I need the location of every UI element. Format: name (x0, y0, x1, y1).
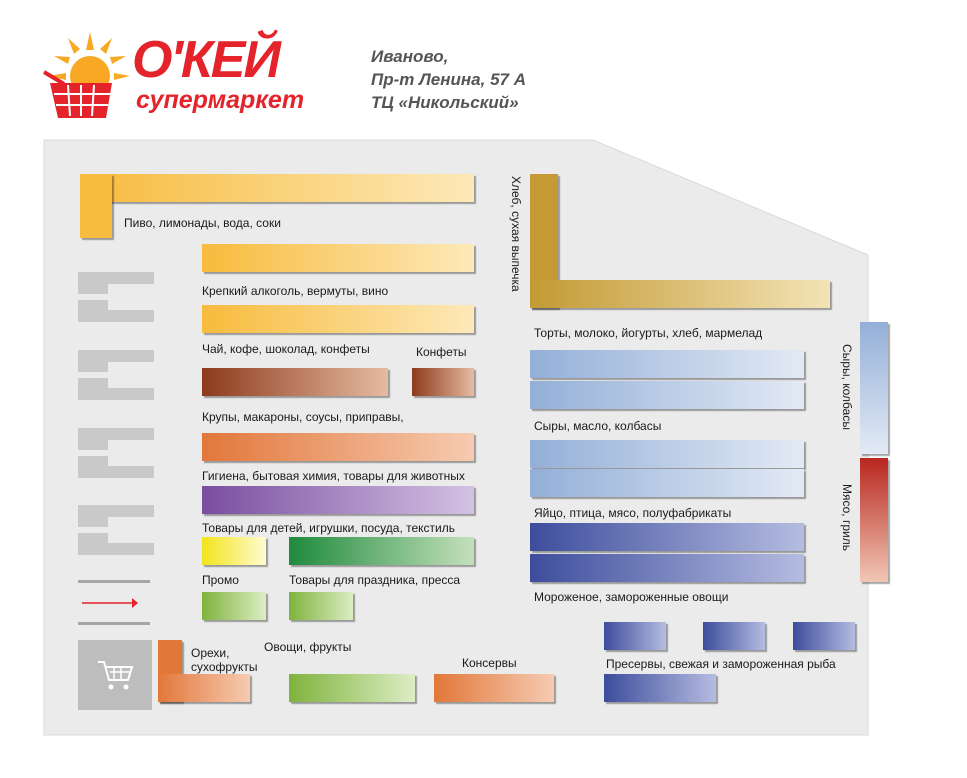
label-fish: Пресервы, свежая и замороженная рыба (606, 657, 836, 671)
label-nuts: Орехи, (191, 646, 230, 660)
label-nuts-2: сухофрукты (191, 660, 258, 674)
cart-area (78, 640, 152, 710)
label-bread: Хлеб, сухая выпечка (509, 176, 523, 292)
label-holiday: Товары для праздника, пресса (289, 573, 461, 587)
address-line-3: ТЦ «Никольский» (371, 93, 519, 112)
shelf-meat-grill (860, 458, 888, 582)
shelf-kids (202, 486, 474, 514)
shelf-strong-alcohol (202, 244, 474, 272)
shelf-promo-veg (202, 592, 266, 620)
shelf-holiday (289, 537, 474, 565)
shelf-frozen-2 (530, 554, 804, 582)
shelf-cheese-sausage (860, 322, 888, 454)
label-meat-grill: Мясо, гриль (840, 484, 854, 551)
shopping-cart-icon (98, 661, 134, 690)
shelf-vegetables (289, 674, 415, 702)
label-vegetables: Овощи, фрукты (264, 640, 352, 654)
label-beer: Пиво, лимонады, вода, соки (124, 216, 281, 230)
shelf-eggs-1 (530, 440, 804, 468)
label-cheese-sausage: Сыры, колбасы (840, 344, 854, 430)
label-frozen: Мороженое, замороженные овощи (534, 590, 729, 604)
label-groceries: Крупы, макароны, соусы, приправы, (202, 410, 404, 424)
entrance-arrow-icon (82, 598, 138, 608)
shelf-tea-coffee (202, 305, 474, 333)
logo-subtitle: супермаркет (136, 86, 305, 114)
shelf-candies (412, 368, 474, 396)
logo-brand: О'КЕЙ (132, 31, 281, 89)
label-promo: Промо (202, 573, 239, 587)
shelf-canned (434, 674, 554, 702)
shelf-frozen-1 (530, 523, 804, 551)
label-cheese-butter: Сыры, масло, колбасы (534, 419, 662, 433)
shelf-promo (202, 537, 266, 565)
shelf-groceries (202, 368, 388, 396)
shelf-eggs-2 (530, 469, 804, 497)
label-hygiene: Гигиена, бытовая химия, товары для живот… (202, 469, 465, 483)
shelf-dairy-1 (530, 350, 804, 378)
shelf-holiday-veg (289, 592, 353, 620)
label-kids: Товары для детей, игрушки, посуда, текст… (202, 521, 455, 535)
shelf-fish-2 (703, 622, 765, 650)
label-strong-alcohol: Крепкий алкоголь, вермуты, вино (202, 284, 389, 298)
logo: О'КЕЙ супермаркет (40, 28, 340, 120)
shelf-fish-4 (604, 674, 716, 702)
label-eggs: Яйцо, птица, мясо, полуфабрикаты (534, 506, 732, 520)
shelf-fish-3 (793, 622, 855, 650)
label-canned: Консервы (462, 656, 517, 670)
shelf-dairy-2 (530, 381, 804, 409)
label-cakes: Торты, молоко, йогурты, хлеб, мармелад (534, 326, 763, 340)
label-tea-coffee: Чай, кофе, шоколад, конфеты (202, 342, 370, 356)
logo-basket-sun-icon (42, 32, 130, 118)
label-candies: Конфеты (416, 345, 467, 359)
shelf-hygiene (202, 433, 474, 461)
address-line-2: Пр-т Ленина, 57 А (371, 70, 526, 89)
shelf-fish-1 (604, 622, 666, 650)
address-line-1: Иваново, (371, 47, 449, 66)
